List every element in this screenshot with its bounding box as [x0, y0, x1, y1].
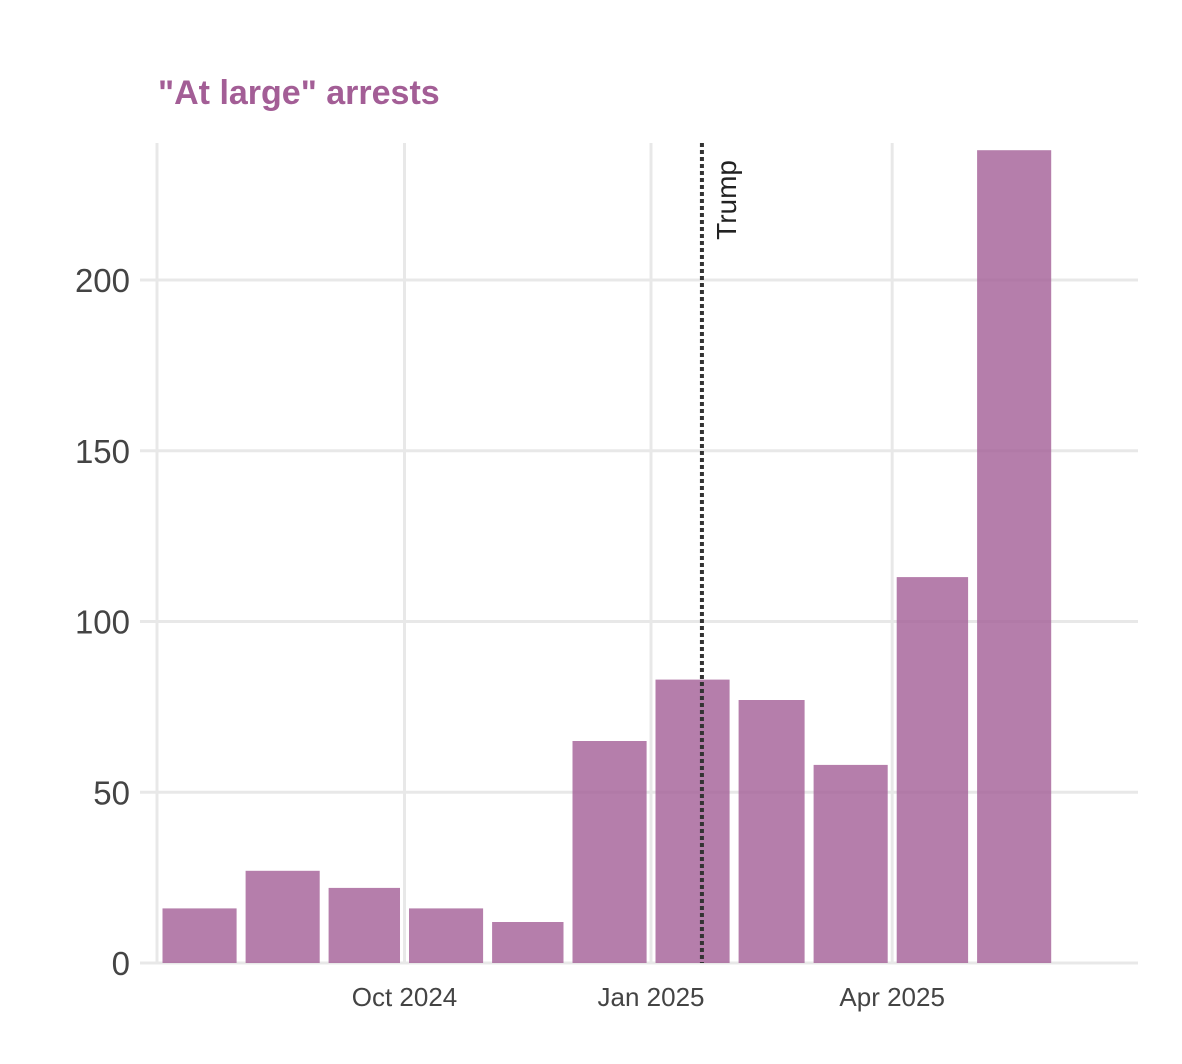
y-tick-label: 100: [75, 604, 130, 641]
bar: [572, 741, 647, 963]
bar: [409, 908, 484, 963]
bars: [162, 150, 1052, 963]
y-tick-label: 0: [112, 945, 130, 982]
bar: [492, 922, 564, 963]
axes: 0 50 100 150 200 Oct 2024 Jan 2025 Apr 2025: [75, 262, 945, 1012]
bar: [977, 150, 1052, 963]
x-tick-label: Oct 2024: [352, 982, 458, 1012]
x-tick-label: Jan 2025: [598, 982, 705, 1012]
chart-title: "At large" arrests: [158, 74, 440, 112]
y-tick-label: 150: [75, 433, 130, 470]
bar: [896, 577, 969, 963]
trump-label: Trump: [711, 160, 742, 240]
y-tick-label: 50: [93, 774, 130, 811]
y-tick-label: 200: [75, 262, 130, 299]
bar: [655, 679, 730, 963]
bar: [162, 908, 237, 963]
bar: [813, 764, 888, 963]
bar: [738, 700, 805, 963]
x-tick-label: Apr 2025: [839, 982, 945, 1012]
annotations: Trump: [699, 143, 742, 963]
bar: [245, 870, 320, 963]
bar: [328, 887, 400, 963]
